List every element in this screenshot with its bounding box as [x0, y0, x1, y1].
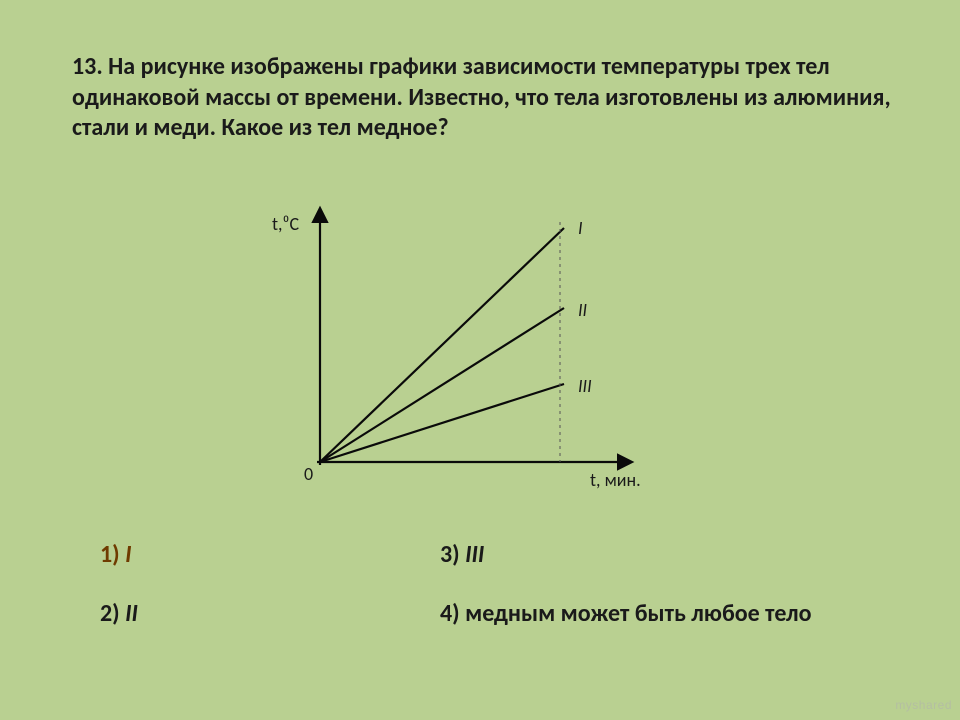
answer-3-num: 3): [440, 540, 465, 569]
line-label-II: II: [578, 299, 587, 321]
line-II: [320, 308, 564, 462]
chart: t,⁰С t, мин. 0 I II III: [250, 200, 670, 500]
line-label-III: III: [578, 375, 592, 397]
chart-svg: t,⁰С t, мин. 0 I II III: [250, 200, 670, 500]
answer-4: 4) медным может быть любое тело: [440, 599, 812, 628]
watermark: myshared: [895, 698, 952, 712]
answer-1-roman: I: [125, 540, 131, 569]
line-III: [320, 384, 564, 462]
answer-row-1: 1) I 3) III: [100, 540, 900, 569]
answer-2: 2) II: [100, 599, 440, 628]
answer-3: 3) III: [440, 540, 484, 569]
answers: 1) I 3) III 2) II 4) медным может быть л…: [100, 540, 900, 658]
question-text: 13. На рисунке изображены графики зависи…: [72, 52, 896, 144]
answer-1: 1) I: [100, 540, 440, 569]
answer-row-2: 2) II 4) медным может быть любое тело: [100, 599, 900, 628]
answer-2-roman: II: [125, 599, 138, 628]
origin-label: 0: [304, 463, 313, 485]
answer-3-roman: III: [465, 540, 484, 569]
answer-2-num: 2): [100, 599, 125, 628]
line-I: [320, 228, 564, 462]
line-label-I: I: [578, 217, 583, 239]
slide: 13. На рисунке изображены графики зависи…: [0, 0, 960, 720]
answer-1-num: 1): [100, 540, 125, 569]
y-axis-label: t,⁰С: [272, 213, 300, 235]
x-axis-label: t, мин.: [590, 469, 641, 491]
